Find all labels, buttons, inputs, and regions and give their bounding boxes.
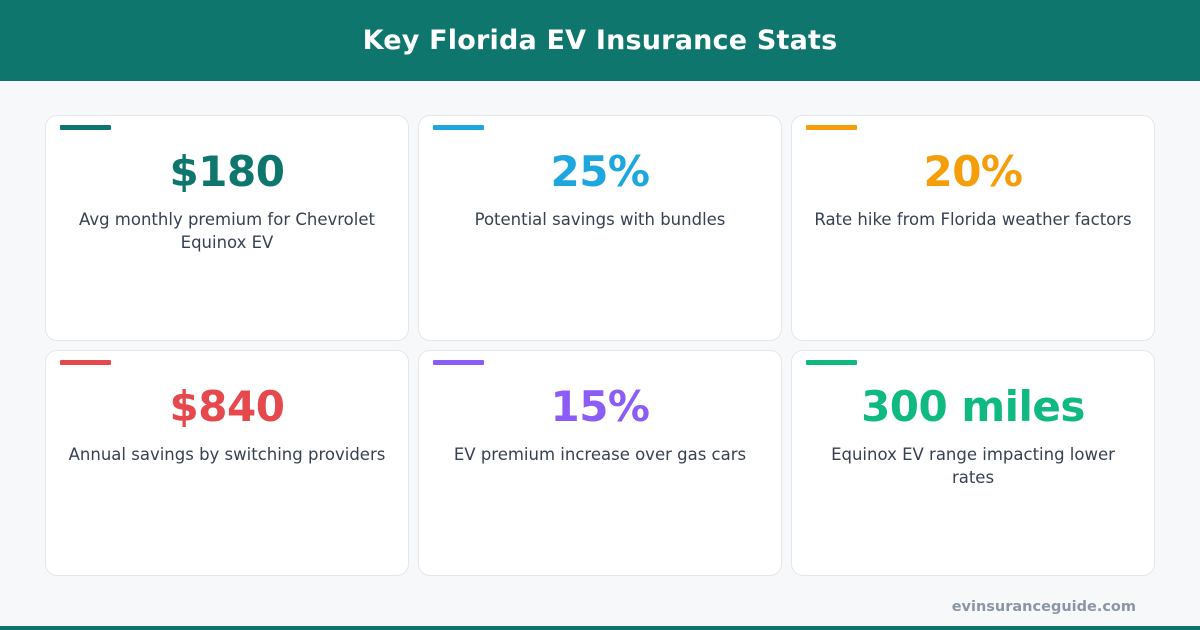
card-accent-bar bbox=[806, 360, 857, 365]
stat-description: Rate hike from Florida weather factors bbox=[814, 210, 1132, 229]
stat-value: 15% bbox=[550, 382, 650, 431]
stat-card: 25% Potential savings with bundles bbox=[418, 115, 782, 341]
card-accent-bar bbox=[433, 360, 484, 365]
stat-description: Avg monthly premium for Chevrolet Equino… bbox=[79, 210, 375, 252]
footer-domain-link[interactable]: evinsuranceguide.com bbox=[951, 599, 1136, 615]
stats-grid: $180 Avg monthly premium for Chevrolet E… bbox=[45, 115, 1155, 576]
stat-card: 300 miles Equinox EV range impacting low… bbox=[791, 350, 1155, 576]
stat-description: EV premium increase over gas cars bbox=[453, 445, 747, 464]
card-accent-bar bbox=[60, 360, 111, 365]
stat-value: 20% bbox=[923, 147, 1023, 196]
stat-description: Potential savings with bundles bbox=[474, 210, 726, 229]
stat-card: $840 Annual savings by switching provide… bbox=[45, 350, 409, 576]
card-accent-bar bbox=[60, 125, 111, 130]
stat-value: 300 miles bbox=[861, 382, 1085, 431]
footer-bar bbox=[0, 626, 1200, 630]
stat-value: 25% bbox=[550, 147, 650, 196]
stat-description: Equinox EV range impacting lower rates bbox=[831, 445, 1115, 487]
card-accent-bar bbox=[433, 125, 484, 130]
stat-card: 20% Rate hike from Florida weather facto… bbox=[791, 115, 1155, 341]
page-title: Key Florida EV Insurance Stats bbox=[362, 25, 838, 56]
stat-card: 15% EV premium increase over gas cars bbox=[418, 350, 782, 576]
stat-card: $180 Avg monthly premium for Chevrolet E… bbox=[45, 115, 409, 341]
stat-description: Annual savings by switching providers bbox=[68, 445, 386, 464]
header-banner: Key Florida EV Insurance Stats bbox=[0, 0, 1200, 81]
card-accent-bar bbox=[806, 125, 857, 130]
stat-value: $840 bbox=[169, 382, 285, 431]
stat-value: $180 bbox=[169, 147, 285, 196]
